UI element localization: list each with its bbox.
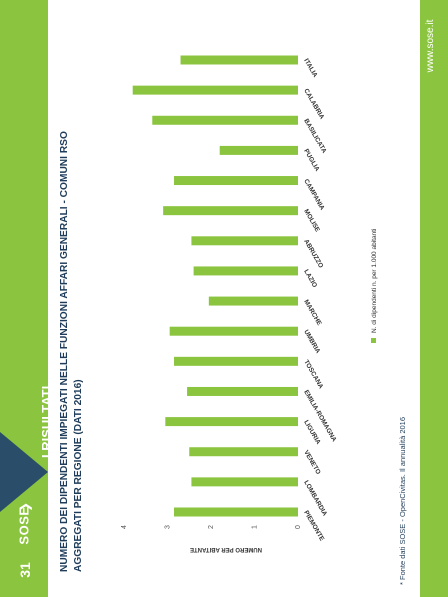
category-label: LAZIO xyxy=(302,268,318,288)
bar-toscana xyxy=(174,356,298,366)
bar-emilia-romagna xyxy=(187,386,298,396)
right-green-strip xyxy=(420,0,448,597)
y-axis-title: NUMERO PER ABITANTE xyxy=(190,546,262,552)
bar-piemonte xyxy=(174,507,298,517)
value-tick-label: 2 xyxy=(208,525,215,529)
category-label: MARCHE xyxy=(302,299,323,328)
category-label: LIGURIA xyxy=(302,419,322,446)
category-label: CALABRIA xyxy=(302,88,325,121)
bars-group xyxy=(132,55,298,517)
value-tick-label: 1 xyxy=(252,525,259,529)
bar-abruzzo xyxy=(191,236,298,246)
legend-swatch xyxy=(371,338,376,343)
legend: N. di dipendenti n. per 1.000 abitanti xyxy=(371,229,378,343)
bar-lazio xyxy=(193,266,298,276)
bar-lombardia xyxy=(191,477,298,487)
corner-triangle xyxy=(0,432,48,512)
category-label: MOLISE xyxy=(302,208,321,234)
bar-italia xyxy=(180,55,298,65)
bar-campania xyxy=(174,176,298,186)
legend-label: N. di dipendenti n. per 1.000 abitanti xyxy=(371,229,378,333)
category-label: EMILIA-ROMAGNA xyxy=(302,389,337,443)
bar-puglia xyxy=(219,145,298,155)
value-ticks-group: 0 1 2 3 4 xyxy=(121,525,302,529)
bar-veneto xyxy=(189,447,298,457)
value-tick-label: 0 xyxy=(295,525,302,529)
bar-marche xyxy=(208,296,298,306)
category-label: PUGLIA xyxy=(302,148,320,173)
value-tick-label: 4 xyxy=(121,525,128,529)
category-label: CAMPANIA xyxy=(302,178,325,212)
bar-liguria xyxy=(165,417,298,427)
bar-umbria xyxy=(169,326,298,336)
category-label: ITALIA xyxy=(302,58,318,79)
bar-basilicata xyxy=(152,115,298,125)
category-label: VENETO xyxy=(302,449,321,476)
category-label: UMBRIA xyxy=(302,329,321,355)
category-label: ABRUZZO xyxy=(302,238,324,269)
category-labels-group: PIEMONTELOMBARDIAVENETOLIGURIAEMILIA-ROM… xyxy=(302,58,337,543)
bar-calabria xyxy=(132,85,298,95)
category-label: TOSCANA xyxy=(302,359,324,390)
value-tick-label: 3 xyxy=(165,525,172,529)
bar-molise xyxy=(163,206,298,216)
